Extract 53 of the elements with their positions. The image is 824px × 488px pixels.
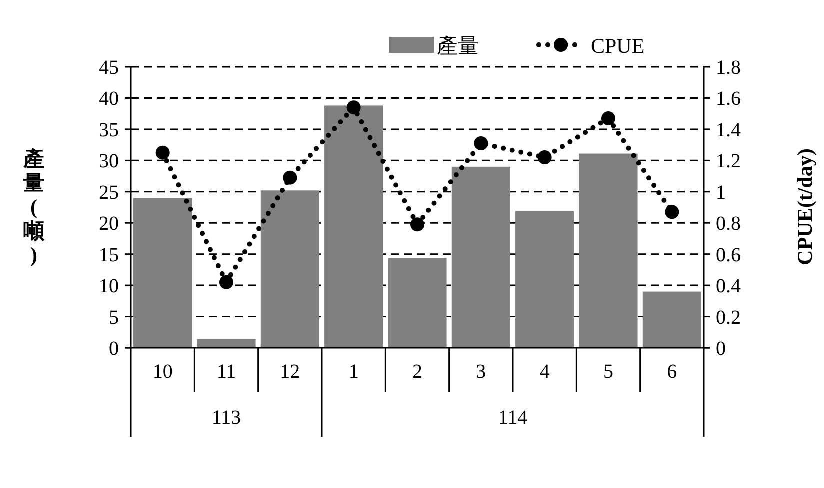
- x-tick-label: 1: [348, 361, 359, 383]
- point: [283, 170, 298, 185]
- x-tick-label: 2: [412, 361, 422, 383]
- y2-tick-label: 1: [716, 182, 726, 204]
- legend-label: 產量: [437, 34, 479, 58]
- point: [538, 150, 552, 165]
- x-tick-label: 11: [216, 361, 236, 383]
- bar: [579, 154, 638, 348]
- bar: [260, 190, 320, 348]
- x-tick-label: 3: [476, 361, 486, 383]
- y2-tick-label: 0.4: [716, 276, 741, 298]
- y-axis-title: 產量(噸): [22, 147, 46, 267]
- y-tick-label: 25: [99, 182, 119, 204]
- point: [156, 146, 170, 160]
- bar: [388, 258, 447, 348]
- bar: [452, 166, 510, 348]
- y2-tick-label: 0.2: [716, 306, 741, 329]
- y2-tick-label: 0.6: [716, 244, 741, 266]
- y2-tick-label: 1.2: [716, 150, 741, 173]
- y-tick-label: 15: [99, 244, 119, 266]
- y-tick-label: 45: [99, 57, 119, 79]
- text: 114: [498, 407, 528, 429]
- y2-axis-title: CPUE(t/day): [793, 148, 817, 266]
- bar: [324, 106, 384, 348]
- y-tick-label: 35: [99, 119, 119, 142]
- y-tick-label: 40: [99, 88, 119, 110]
- bar: [516, 211, 574, 348]
- x-tick-label: 4: [540, 361, 550, 383]
- point: [346, 100, 361, 115]
- text: 113: [212, 407, 242, 429]
- bar: [197, 339, 256, 348]
- y-tick-label: 10: [99, 276, 119, 298]
- y2-tick-label: 0.8: [716, 213, 741, 236]
- y2-tick-label: 1.4: [716, 119, 741, 142]
- point: [220, 275, 234, 290]
- y2-tick-label: 0: [716, 338, 726, 360]
- y2-tick-label: 1.6: [716, 88, 741, 110]
- x-tick-label: 12: [280, 361, 300, 383]
- point: [665, 205, 680, 220]
- bar: [134, 198, 192, 348]
- x-tick-label: 5: [604, 361, 614, 383]
- y-tick-label: 5: [109, 306, 119, 329]
- x-tick-label: 6: [667, 361, 678, 383]
- y2-tick-label: 1.8: [716, 57, 741, 79]
- point: [410, 218, 424, 232]
- y-tick-label: 20: [99, 213, 119, 236]
- y-tick-label: 0: [109, 338, 119, 360]
- point: [474, 136, 488, 150]
- legend-label: CPUE: [591, 34, 645, 58]
- y-tick-label: 30: [99, 150, 119, 173]
- point: [602, 112, 616, 126]
- x-tick-label: 10: [152, 361, 173, 383]
- bar: [642, 292, 702, 348]
